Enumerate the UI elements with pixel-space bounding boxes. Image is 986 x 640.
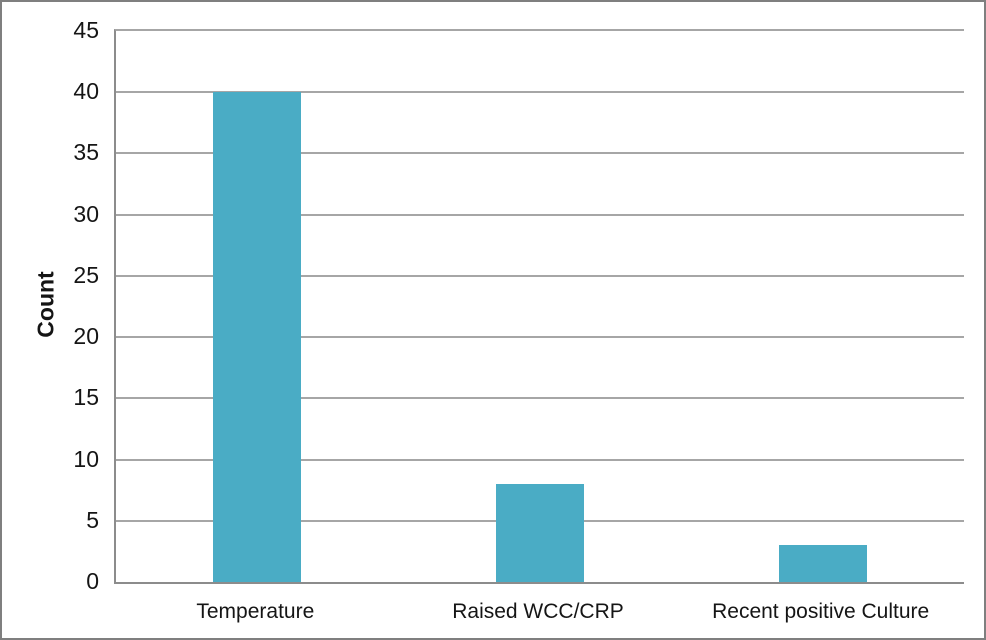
x-axis-labels: Temperature Raised WCC/CRP Recent positive… — [114, 600, 962, 634]
y-tick-label: 30 — [73, 200, 99, 227]
gridline — [116, 274, 964, 277]
x-category-label: Raised WCC/CRP — [452, 600, 624, 623]
y-tick-label: 45 — [73, 17, 99, 44]
y-tick-label: 0 — [86, 568, 99, 595]
bar — [496, 484, 584, 582]
bar — [778, 545, 867, 582]
y-tick-label: 15 — [73, 384, 99, 411]
gridline — [116, 213, 964, 216]
gridline — [116, 91, 964, 94]
gridline — [116, 458, 964, 461]
x-category-label: Recent positive Culture — [712, 600, 930, 623]
y-tick-label: 35 — [73, 139, 99, 166]
x-category-label: Temperature — [196, 600, 315, 623]
y-tick-label: 25 — [73, 261, 99, 288]
gridline — [116, 336, 964, 339]
gridline — [116, 397, 964, 400]
y-tick-label: 10 — [73, 445, 99, 472]
y-tick-label: 20 — [73, 323, 99, 350]
gridline — [116, 152, 964, 155]
y-tick-label: 5 — [86, 506, 99, 533]
y-axis-ticks: 0 5 10 15 20 25 30 35 40 45 — [2, 19, 99, 593]
plot-area — [114, 29, 964, 584]
bar — [213, 92, 302, 582]
y-tick-label: 40 — [73, 78, 99, 105]
